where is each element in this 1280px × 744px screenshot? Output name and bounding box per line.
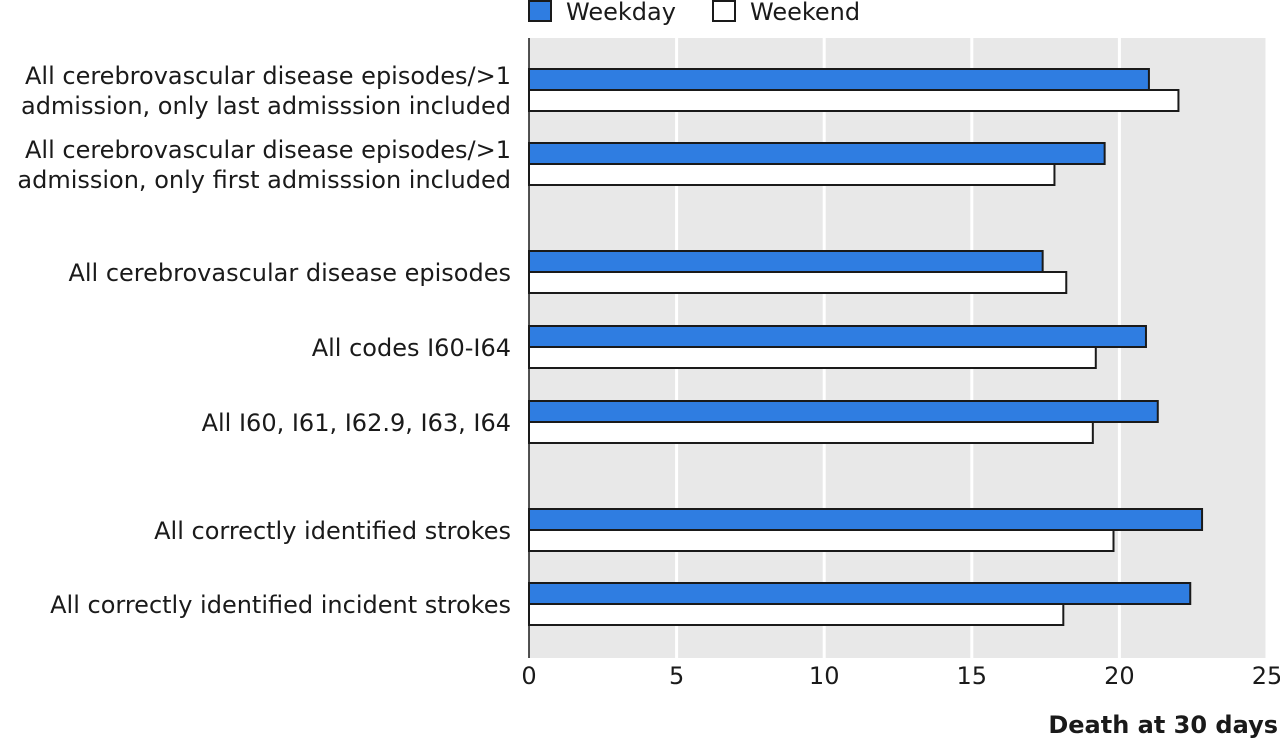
category-labels: All cerebrovascular disease episodes/>1a… — [17, 62, 511, 619]
category-label: All correctly identified incident stroke… — [50, 591, 511, 619]
bar-weekday-1 — [528, 142, 1106, 165]
legend: Weekday Weekend — [528, 0, 860, 26]
category-label: admission, only last admisssion included — [21, 92, 511, 120]
legend-swatch-weekend — [712, 0, 736, 22]
bar-weekend-5 — [528, 529, 1115, 552]
x-tick-label: 5 — [669, 662, 684, 690]
bar-weekday-6 — [528, 582, 1192, 605]
category-label: All codes I60-I64 — [312, 334, 511, 362]
bar-weekend-0 — [528, 89, 1180, 112]
legend-label-weekday: Weekday — [566, 0, 676, 26]
bar-weekday-2 — [528, 250, 1044, 273]
x-tick-label: 0 — [521, 662, 536, 690]
bar-weekend-6 — [528, 603, 1065, 626]
bar-weekday-0 — [528, 68, 1150, 91]
category-label: All cerebrovascular disease episodes/>1 — [25, 136, 511, 164]
bar-weekday-3 — [528, 325, 1147, 348]
x-tick-label: 20 — [1104, 662, 1135, 690]
bar-weekend-1 — [528, 163, 1056, 186]
legend-label-weekend: Weekend — [750, 0, 860, 26]
x-axis-title: Death at 30 days — [1048, 711, 1278, 739]
category-label: All correctly identified strokes — [154, 517, 511, 545]
x-tick-label: 15 — [957, 662, 988, 690]
bar-weekend-4 — [528, 421, 1094, 444]
bar-weekday-5 — [528, 508, 1204, 531]
bars — [528, 68, 1204, 626]
legend-swatch-weekday — [528, 0, 552, 22]
bar-weekend-2 — [528, 271, 1068, 294]
category-label: All cerebrovascular disease episodes/>1 — [25, 62, 511, 90]
bar-weekday-4 — [528, 400, 1159, 423]
category-label: admission, only first admisssion include… — [17, 166, 511, 194]
x-tick-label: 25 — [1252, 662, 1280, 690]
category-label: All cerebrovascular disease episodes — [68, 259, 511, 287]
x-tick-labels: 0 5 10 15 20 25 — [521, 662, 1280, 690]
x-tick-label: 10 — [809, 662, 840, 690]
category-label: All I60, I61, I62.9, I63, I64 — [202, 409, 511, 437]
bar-weekend-3 — [528, 346, 1097, 369]
